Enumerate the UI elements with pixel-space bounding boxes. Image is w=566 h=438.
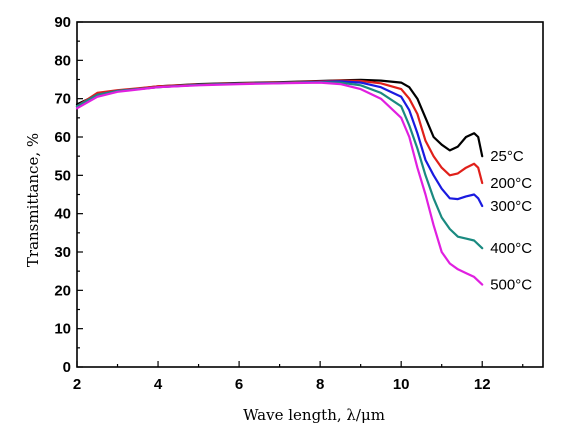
y-tick-label: 80 [54,52,71,69]
y-tick-label: 50 [54,167,71,184]
x-tick-label: 6 [235,376,243,393]
series-line-4 [75,81,484,286]
x-tick-label: 10 [393,376,410,393]
series-label-2: 300°C [490,198,532,215]
series-line-1 [75,79,484,185]
y-tick-label: 0 [63,359,71,376]
y-tick-label: 90 [54,14,71,31]
x-tick-label: 2 [73,376,81,393]
series-line-2 [75,80,484,208]
x-tick-label: 12 [474,376,491,393]
series-label-3: 400°C [490,240,532,257]
x-axis-title: Wave length, λ/μm [243,406,385,424]
y-tick-label: 60 [54,129,71,146]
x-tick-label: 4 [154,376,163,393]
y-tick-label: 40 [54,206,71,223]
y-tick-label: 10 [54,321,71,338]
y-axis-title: Transmittance, % [24,133,42,267]
axes-group: 2 4 6 8 10 12 0 10 20 30 40 50 60 70 80 90 [54,14,544,393]
labels-group: 25°C 200°C 300°C 400°C 500°C [490,148,532,293]
series-label-4: 500°C [490,277,532,294]
y-tick-label: 20 [54,282,71,299]
y-tick-label: 30 [54,244,71,261]
series-group [75,78,484,286]
y-tick-label: 70 [54,91,71,108]
series-label-0: 25°C [490,148,524,165]
x-tick-label: 8 [316,376,324,393]
series-label-1: 200°C [490,175,532,192]
